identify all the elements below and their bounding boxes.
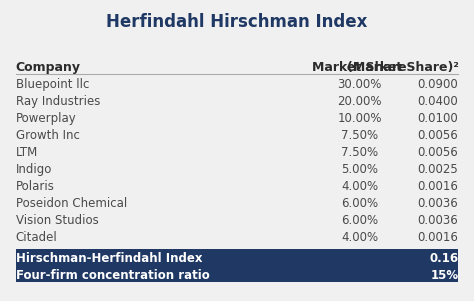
Text: Growth Inc: Growth Inc bbox=[16, 129, 80, 142]
Text: 15%: 15% bbox=[430, 269, 458, 282]
Text: Market Share: Market Share bbox=[312, 61, 407, 74]
Text: 0.0400: 0.0400 bbox=[418, 95, 458, 108]
Text: Ray Industries: Ray Industries bbox=[16, 95, 100, 108]
Text: 4.00%: 4.00% bbox=[341, 231, 378, 244]
Text: 7.50%: 7.50% bbox=[341, 146, 378, 159]
Text: 0.0056: 0.0056 bbox=[418, 129, 458, 142]
Text: 0.16: 0.16 bbox=[429, 252, 458, 265]
Text: 6.00%: 6.00% bbox=[341, 197, 378, 210]
FancyBboxPatch shape bbox=[16, 249, 458, 282]
Text: 5.00%: 5.00% bbox=[341, 163, 378, 176]
Text: Powerplay: Powerplay bbox=[16, 112, 76, 125]
Text: 0.0036: 0.0036 bbox=[418, 214, 458, 227]
Text: 0.0056: 0.0056 bbox=[418, 146, 458, 159]
Text: Herfindahl Hirschman Index: Herfindahl Hirschman Index bbox=[106, 13, 368, 31]
Text: 4.00%: 4.00% bbox=[341, 180, 378, 193]
Text: 0.0100: 0.0100 bbox=[418, 112, 458, 125]
Text: Citadel: Citadel bbox=[16, 231, 57, 244]
Text: 7.50%: 7.50% bbox=[341, 129, 378, 142]
Text: 0.0036: 0.0036 bbox=[418, 197, 458, 210]
Text: Hirschman-Herfindahl Index: Hirschman-Herfindahl Index bbox=[16, 252, 202, 265]
Text: 0.0016: 0.0016 bbox=[418, 231, 458, 244]
Text: 0.0016: 0.0016 bbox=[418, 180, 458, 193]
Text: 0.0025: 0.0025 bbox=[418, 163, 458, 176]
Text: Bluepoint llc: Bluepoint llc bbox=[16, 78, 89, 91]
Text: Polaris: Polaris bbox=[16, 180, 55, 193]
Text: 10.00%: 10.00% bbox=[337, 112, 382, 125]
Text: 6.00%: 6.00% bbox=[341, 214, 378, 227]
Text: Company: Company bbox=[16, 61, 81, 74]
Text: Four-firm concentration ratio: Four-firm concentration ratio bbox=[16, 269, 210, 282]
Text: 20.00%: 20.00% bbox=[337, 95, 382, 108]
Text: Poseidon Chemical: Poseidon Chemical bbox=[16, 197, 127, 210]
Text: 0.0900: 0.0900 bbox=[418, 78, 458, 91]
Text: Vision Studios: Vision Studios bbox=[16, 214, 98, 227]
Text: (Market Share)²: (Market Share)² bbox=[346, 61, 458, 74]
Text: Indigo: Indigo bbox=[16, 163, 52, 176]
Text: LTM: LTM bbox=[16, 146, 38, 159]
Text: 30.00%: 30.00% bbox=[337, 78, 382, 91]
